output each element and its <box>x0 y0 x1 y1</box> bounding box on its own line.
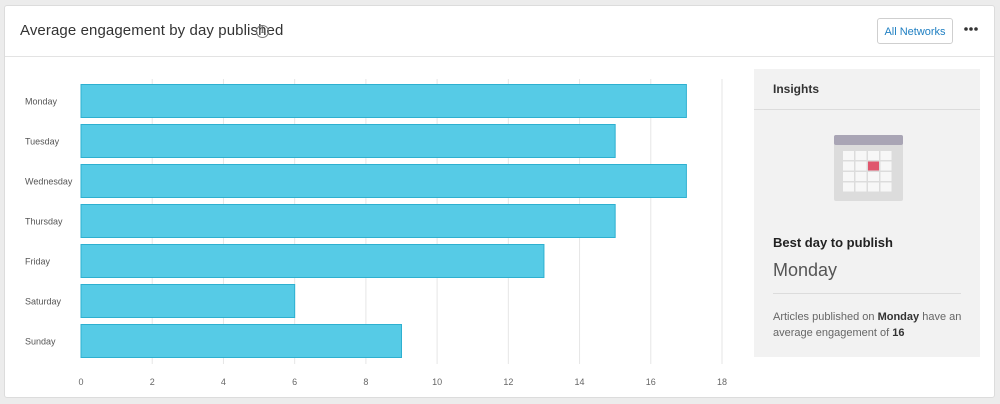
bar-tuesday[interactable] <box>80 124 616 158</box>
calendar-cell <box>880 182 892 192</box>
bar-wednesday[interactable] <box>80 164 687 198</box>
calendar-cell <box>855 182 867 192</box>
x-tick-label: 10 <box>432 377 442 387</box>
insights-divider <box>773 293 961 294</box>
card-title: Average engagement by day published <box>20 22 284 39</box>
calendar-cell <box>855 151 867 160</box>
x-tick-label: 12 <box>503 377 513 387</box>
best-day-value: Monday <box>773 260 838 280</box>
more-options-icon[interactable] <box>963 22 979 36</box>
calendar-cell <box>855 172 867 181</box>
calendar-cell <box>843 182 854 192</box>
x-tick-label: 18 <box>717 377 727 387</box>
x-tick-label: 0 <box>78 377 83 387</box>
bar-sunday[interactable] <box>80 324 402 358</box>
bar-monday[interactable] <box>80 84 687 118</box>
x-tick-label: 6 <box>292 377 297 387</box>
x-tick-label: 14 <box>575 377 585 387</box>
calendar-cell <box>843 151 854 160</box>
best-day-label: Best day to publish <box>773 235 893 250</box>
card-header: Average engagement by day published i Al… <box>5 6 994 57</box>
calendar-cell <box>868 182 879 192</box>
calendar-cell <box>843 172 854 181</box>
category-label: Tuesday <box>25 137 60 147</box>
calendar-cell <box>880 172 892 181</box>
insights-heading: Insights <box>754 69 980 110</box>
bar-thursday[interactable] <box>80 204 616 238</box>
calendar-cell <box>868 172 879 181</box>
calendar-cell <box>880 161 892 171</box>
x-tick-label: 16 <box>646 377 656 387</box>
insights-text-value: 16 <box>892 327 905 339</box>
insights-description: Articles published on Monday have an ave… <box>773 309 973 341</box>
insights-panel: Insights Best day to publish Monday Arti… <box>754 69 980 357</box>
category-label: Monday <box>25 97 58 107</box>
calendar-cell <box>855 161 867 171</box>
category-label: Sunday <box>25 337 56 347</box>
category-label: Saturday <box>25 297 62 307</box>
x-tick-label: 4 <box>221 377 226 387</box>
calendar-icon <box>834 135 903 201</box>
category-label: Friday <box>25 257 51 267</box>
engagement-card: Average engagement by day published i Al… <box>4 5 995 398</box>
calendar-cell <box>843 161 854 171</box>
calendar-cell <box>880 151 892 160</box>
info-icon[interactable]: i <box>256 25 269 38</box>
insights-text-day: Monday <box>877 311 920 323</box>
insights-text-middle: have an average engagement of <box>773 311 962 339</box>
x-tick-label: 8 <box>363 377 368 387</box>
calendar-cell <box>868 151 879 160</box>
bar-chart: 0 2 4 6 8 10 12 14 16 18 Monday Tuesday Wednesday Thu… <box>25 79 727 387</box>
bar-saturday[interactable] <box>80 284 296 318</box>
all-networks-button[interactable]: All Networks <box>877 18 953 44</box>
category-label: Wednesday <box>25 177 73 187</box>
insights-text-prefix: Articles published on <box>773 311 875 323</box>
x-tick-label: 2 <box>150 377 155 387</box>
calendar-highlight-cell <box>868 161 879 171</box>
bar-friday[interactable] <box>80 244 545 278</box>
category-label: Thursday <box>25 217 63 227</box>
